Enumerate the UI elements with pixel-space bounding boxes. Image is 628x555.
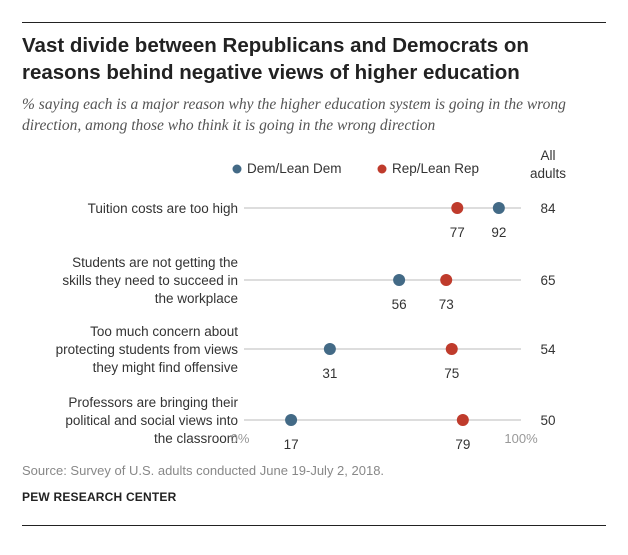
legend-dem-marker — [232, 164, 242, 174]
dem-dot — [492, 202, 505, 214]
legend-rep-marker — [377, 164, 387, 174]
category-label: Students are not getting the — [72, 255, 238, 270]
all-adults-value: 54 — [540, 342, 556, 357]
axis-label-min: 0% — [231, 431, 250, 446]
rep-value-label: 73 — [439, 297, 454, 312]
legend-dem-label: Dem/Lean Dem — [247, 161, 342, 176]
top-rule — [22, 22, 606, 23]
bottom-rule — [22, 525, 606, 526]
dem-dot — [323, 343, 336, 355]
all-adults-header: All — [540, 148, 555, 163]
category-label: political and social views into — [65, 413, 238, 428]
legend-rep-label: Rep/Lean Rep — [392, 161, 479, 176]
dot-plot: Dem/Lean Dem Rep/Lean Rep All adults Tuition… — [56, 148, 567, 452]
category-label: protecting students from views — [56, 342, 239, 357]
rep-value-label: 77 — [450, 225, 465, 240]
category-label: skills they need to succeed in — [62, 273, 238, 288]
dem-value-label: 92 — [491, 225, 506, 240]
dem-value-label: 56 — [392, 297, 407, 312]
category-label: Tuition costs are too high — [88, 201, 238, 216]
category-label: Too much concern about — [90, 324, 238, 339]
dem-value-label: 31 — [322, 366, 337, 381]
all-adults-header: adults — [530, 166, 566, 181]
dem-value-label: 17 — [284, 437, 299, 452]
rep-dot — [451, 202, 464, 214]
all-adults-value: 65 — [540, 273, 555, 288]
all-adults-value: 50 — [540, 413, 555, 428]
rep-value-label: 79 — [455, 437, 470, 452]
chart-title: Vast divide between Republicans and Demo… — [22, 34, 529, 84]
category-label: they might find offensive — [93, 360, 238, 375]
source-note: Source: Survey of U.S. adults conducted … — [22, 463, 385, 478]
category-label: the classroom — [154, 431, 238, 446]
rep-dot — [445, 343, 458, 355]
credit-label: PEW RESEARCH CENTER — [22, 490, 177, 504]
chart-subtitle: % saying each is a major reason why the … — [22, 96, 566, 134]
axis-label-max: 100% — [504, 431, 538, 446]
rep-dot — [456, 414, 469, 426]
all-adults-value: 84 — [540, 201, 556, 216]
category-label: Professors are bringing their — [68, 395, 238, 410]
dem-dot — [285, 414, 298, 426]
rep-dot — [440, 274, 453, 286]
category-label: the workplace — [155, 291, 238, 306]
dem-dot — [393, 274, 406, 286]
rep-value-label: 75 — [444, 366, 459, 381]
